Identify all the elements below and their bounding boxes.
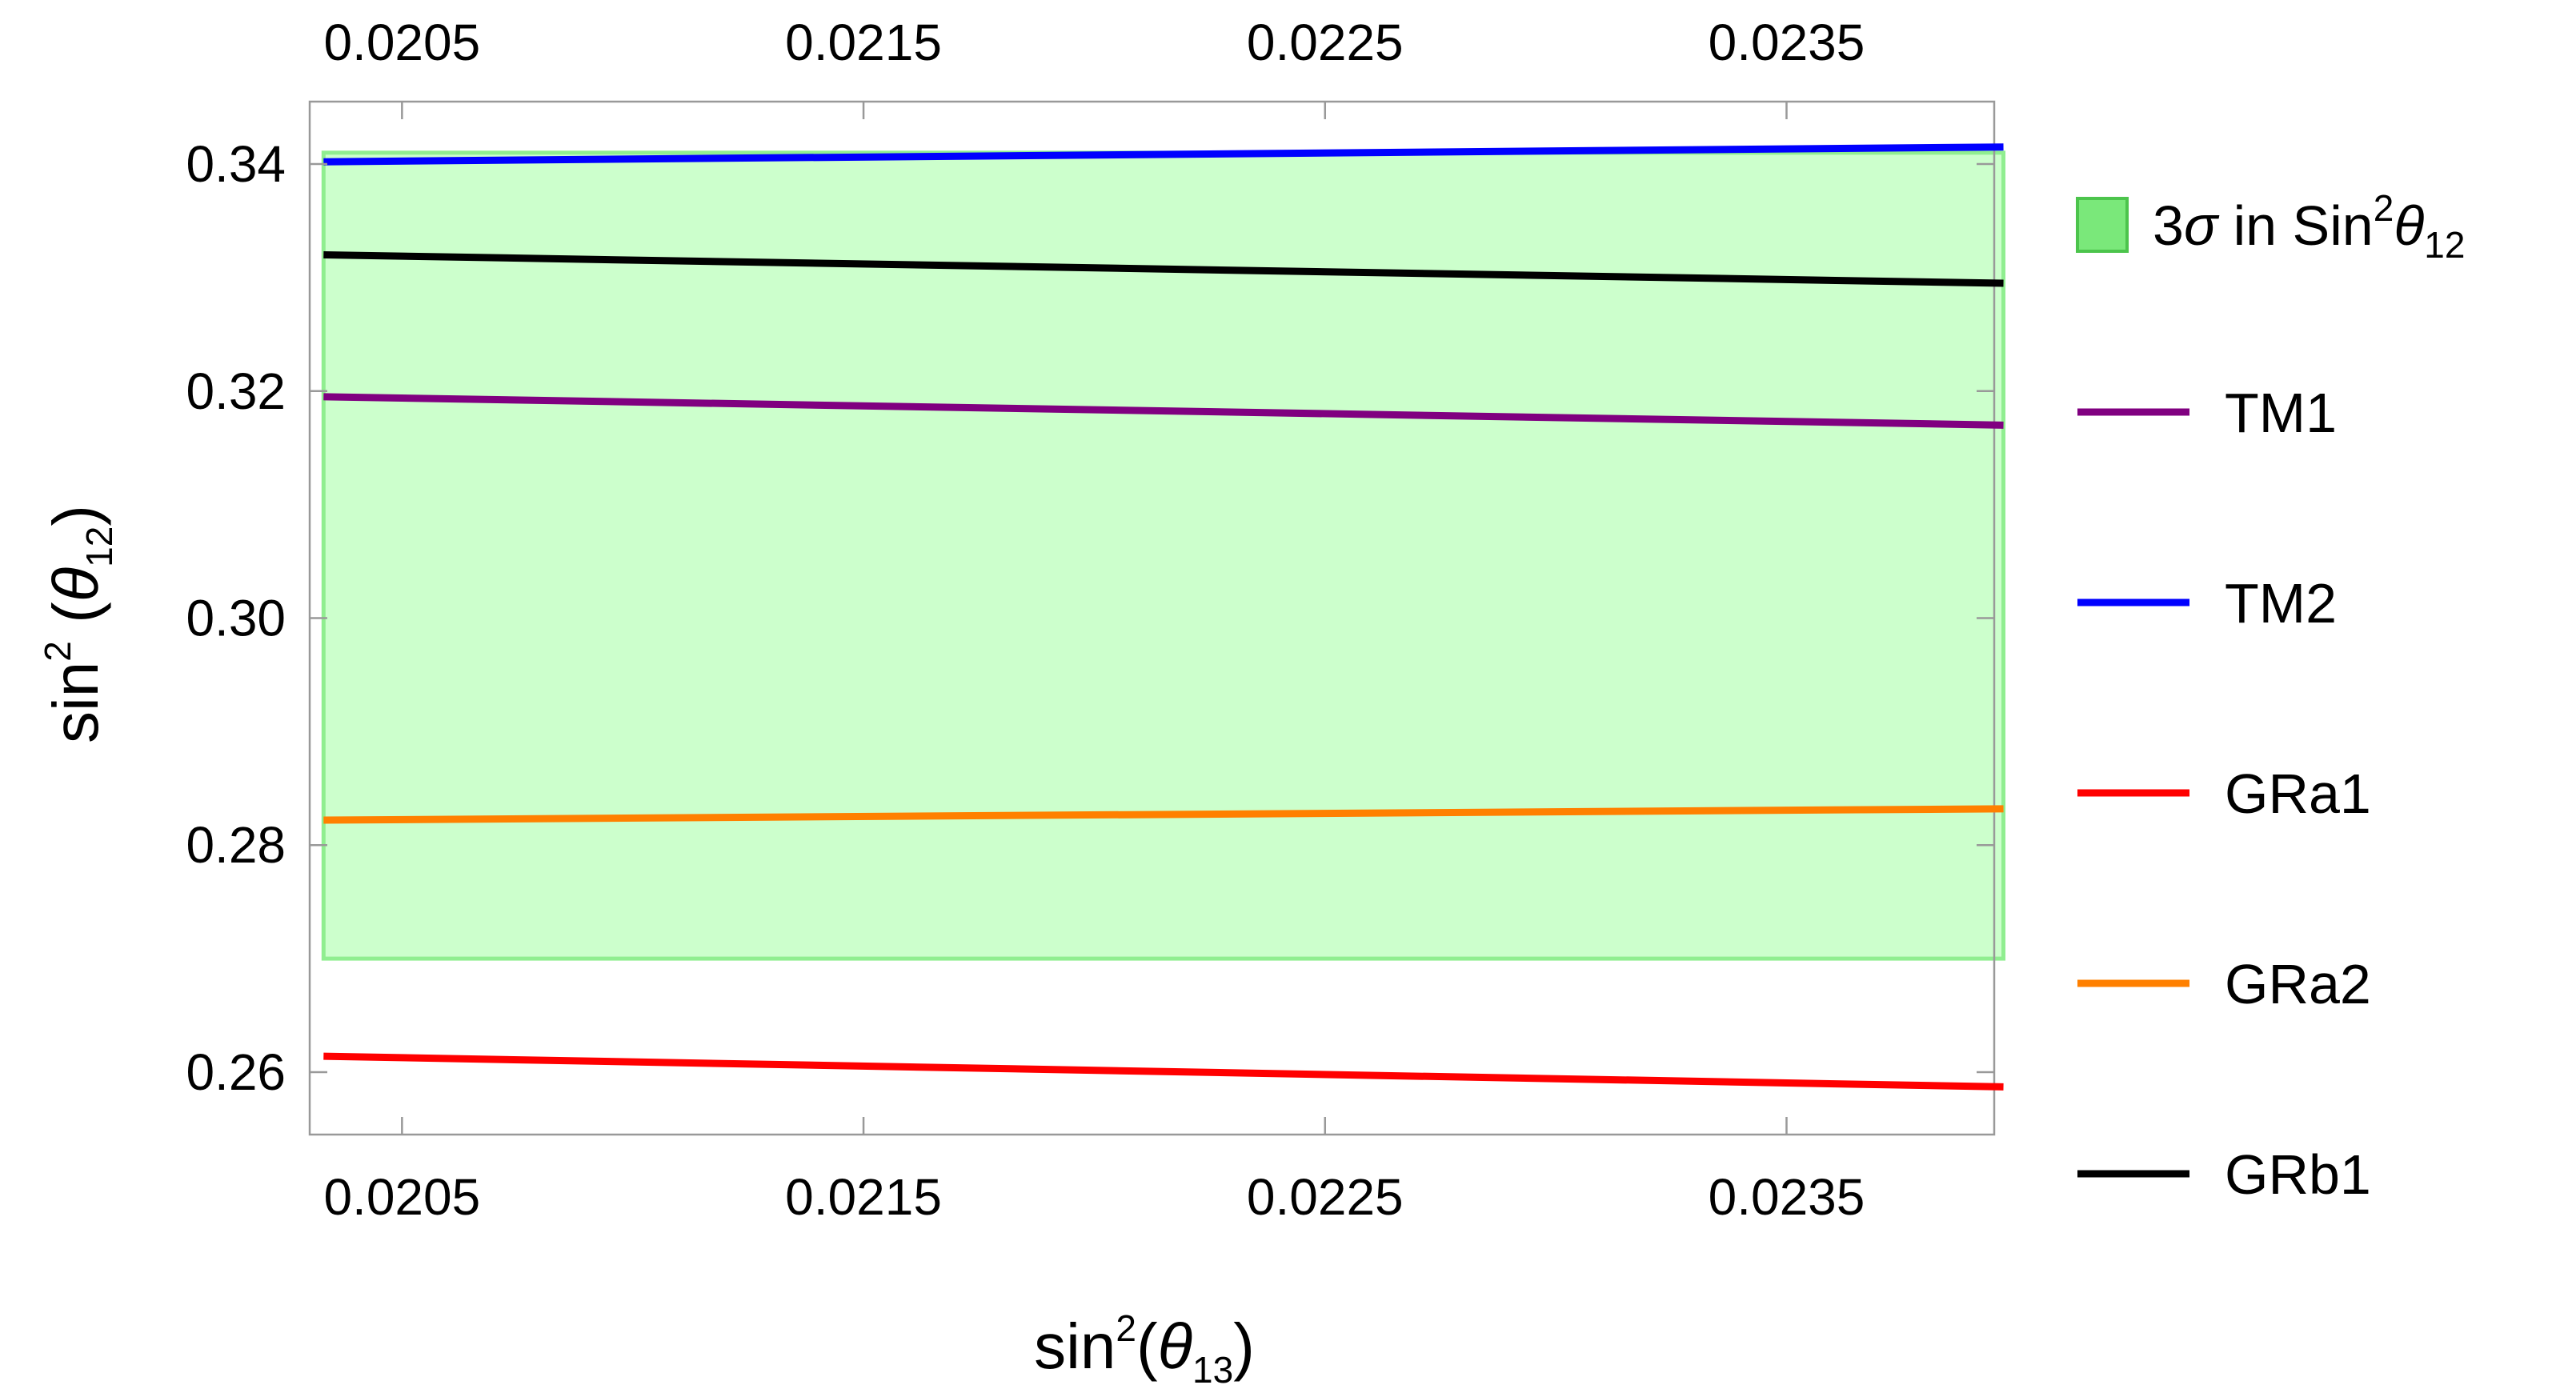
x-tick-label-top: 0.0215 xyxy=(785,14,942,71)
legend-label-grb1: GRb1 xyxy=(2225,1143,2371,1206)
y-tick-label: 0.28 xyxy=(186,816,286,874)
plot-area xyxy=(310,102,2004,1135)
y-tick-label: 0.34 xyxy=(186,135,286,193)
legend-band-label: 3σ in Sin2θ12 xyxy=(2153,187,2465,266)
legend: 3σ in Sin2θ12 TM1 TM2 GRa1 GRa2 GRb1 xyxy=(2077,187,2465,1206)
x-tick-label: 0.0225 xyxy=(1247,1168,1404,1226)
y-axis-title: sin2 (θ12) xyxy=(37,505,120,743)
x-tick-label: 0.0235 xyxy=(1709,1168,1865,1226)
legend-label-tm2: TM2 xyxy=(2225,572,2337,634)
y-tick-label: 0.32 xyxy=(186,362,286,420)
x-axis-bottom: 0.0205 0.0215 0.0225 0.0235 xyxy=(323,1117,1865,1226)
legend-band-swatch xyxy=(2077,198,2127,251)
y-tick-label: 0.30 xyxy=(186,590,286,647)
legend-label-gra1: GRa1 xyxy=(2225,763,2371,825)
x-axis-title: sin2(θ13) xyxy=(1034,1307,1255,1391)
x-tick-label-top: 0.0225 xyxy=(1247,14,1404,71)
x-tick-label-top: 0.0205 xyxy=(323,14,480,71)
band-3sigma xyxy=(323,153,2003,959)
series-line-gra1 xyxy=(323,1056,2003,1087)
legend-label-gra2: GRa2 xyxy=(2225,953,2371,1015)
y-tick-label: 0.26 xyxy=(186,1043,286,1101)
x-tick-label: 0.0205 xyxy=(323,1168,480,1226)
x-tick-label: 0.0215 xyxy=(785,1168,942,1226)
legend-label-tm1: TM1 xyxy=(2225,382,2337,444)
x-tick-label-top: 0.0235 xyxy=(1709,14,1865,71)
x-axis-top: 0.0205 0.0215 0.0225 0.0235 xyxy=(323,14,1865,119)
